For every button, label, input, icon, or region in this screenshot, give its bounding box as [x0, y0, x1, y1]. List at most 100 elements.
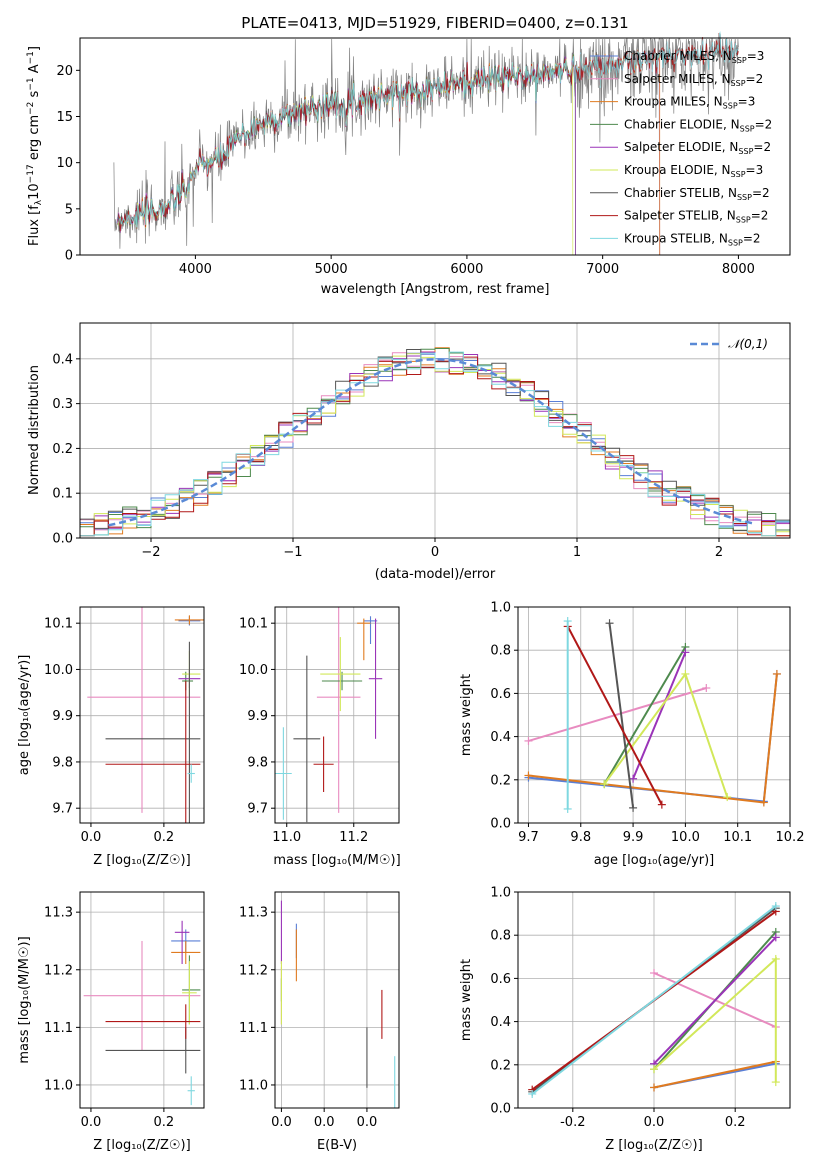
errorbar-point-chabrier-miles	[363, 616, 378, 645]
y-tick-label: 11.3	[239, 906, 268, 921]
legend-label-chabrier-elodie: Chabrier ELODIE, NSSP=2	[624, 117, 772, 133]
y-tick-label: 1.0	[490, 601, 511, 616]
mass-vs-ebv-xlabel: E(B-V)	[317, 1138, 357, 1153]
errorbar-point-salpeter-stelib	[313, 736, 334, 793]
errorbar-point-salpeter-miles	[316, 607, 361, 813]
age-vs-mass-panel: 11.0 11.2 9.7 9.8 9.9 10.0 10.1 mass [log₁₀(M/…	[239, 606, 401, 868]
x-tick-label: 0.2	[154, 830, 175, 845]
residuals-panel: −2 −1 0 1 2 0.0 0.1 0.2 0.3 0.4 (data-model)/erro…	[27, 322, 791, 582]
legend-label-chabrier-miles: Chabrier MILES, NSSP=3	[624, 49, 764, 65]
errorbar-point-salpeter-miles	[83, 940, 201, 1051]
weight-series-kroupa-miles	[650, 1057, 780, 1092]
y-tick-label: 0.3	[52, 397, 73, 412]
normal-reference-curve	[108, 358, 755, 527]
age-vs-mass-axes-frame	[274, 606, 400, 824]
x-tick-label: −2	[141, 545, 160, 560]
y-tick-label: 10.0	[239, 663, 268, 678]
x-tick-label: 4000	[179, 262, 212, 277]
y-tick-label: 11.1	[44, 1021, 73, 1036]
spectrum-ylabel: Flux [fλ10−17 erg cm−2 s−1 A−1]	[26, 46, 44, 246]
x-tick-label: 0.0	[357, 1115, 378, 1130]
y-tick-label: 10.1	[239, 617, 268, 632]
errorbar-point-salpeter-miles	[87, 607, 201, 813]
y-tick-label: 0.2	[490, 773, 511, 788]
model-spectrum-chabrier-stelib	[117, 33, 739, 233]
y-tick-label: 11.2	[44, 963, 73, 978]
x-tick-label: -0.2	[560, 1115, 585, 1130]
y-tick-label: 0.0	[490, 1102, 511, 1117]
errorbar-point-kroupa-miles	[171, 940, 201, 964]
residual-histogram-kroupa-stelib	[79, 351, 790, 538]
errorbar-point-kroupa-stelib	[187, 764, 195, 783]
y-tick-label: 20	[56, 64, 73, 79]
x-tick-label: 0	[431, 545, 439, 560]
weight-vs-age-xlabel: age [log₁₀(age/yr)]	[594, 853, 715, 868]
x-tick-label: 11.0	[272, 830, 301, 845]
errorbar-point-kroupa-elodie	[182, 650, 201, 698]
weight-series-chabrier-stelib	[605, 619, 638, 812]
x-tick-label: 10.0	[671, 830, 700, 845]
mass-vs-z-ylabel: mass [log₁₀(M/M☉)]	[17, 936, 32, 1063]
age-vs-z-axes-frame	[79, 606, 205, 824]
errorbar-point-salpeter-stelib	[105, 1004, 201, 1039]
mass-vs-z-xlabel: Z [log₁₀(Z/Z☉)]	[93, 1138, 190, 1153]
weight-series-kroupa-stelib	[563, 617, 572, 813]
model-spectrum-kroupa-stelib	[118, 31, 739, 228]
legend-label-kroupa-miles: Kroupa MILES, NSSP=3	[624, 95, 755, 111]
y-tick-label: 5	[65, 202, 73, 217]
y-tick-label: 0.1	[52, 487, 73, 502]
errorbar-point-chabrier-elodie	[321, 671, 363, 691]
y-tick-label: 0.2	[490, 1058, 511, 1073]
x-tick-label: 11.2	[339, 830, 368, 845]
x-tick-label: 6000	[450, 262, 483, 277]
x-tick-label: 9.9	[623, 830, 644, 845]
y-tick-label: 10	[56, 156, 73, 171]
y-tick-label: 0.6	[490, 687, 511, 702]
age-vs-z-xlabel: Z [log₁₀(Z/Z☉)]	[93, 853, 190, 868]
weight-vs-age-ylabel: mass weight	[459, 674, 474, 756]
y-tick-label: 9.7	[247, 802, 268, 817]
y-tick-label: 10.1	[44, 617, 73, 632]
x-tick-label: 7000	[586, 262, 619, 277]
errorbar-point-kroupa-stelib	[275, 727, 292, 820]
x-tick-label: 0.2	[154, 1115, 175, 1130]
x-tick-label: 9.7	[518, 830, 539, 845]
x-tick-label: 0.0	[81, 1115, 102, 1130]
y-tick-label: 11.0	[239, 1078, 268, 1093]
x-tick-label: 0.2	[725, 1115, 746, 1130]
spectrum-xlabel: wavelength [Angstrom, rest frame]	[321, 282, 550, 297]
weight-series-kroupa-stelib	[528, 902, 780, 1098]
legend-label-salpeter-miles: Salpeter MILES, NSSP=2	[624, 72, 763, 88]
x-tick-label: 9.8	[570, 830, 591, 845]
y-tick-label: 9.9	[247, 709, 268, 724]
weight-vs-z-xlabel: Z [log₁₀(Z/Z☉)]	[605, 1138, 702, 1153]
y-tick-label: 10.0	[44, 663, 73, 678]
observed-spectrum-line	[113, 37, 739, 249]
errorbar-point-kroupa-elodie	[320, 637, 361, 712]
legend-label-salpeter-elodie: Salpeter ELODIE, NSSP=2	[624, 140, 771, 156]
y-tick-label: 0.4	[490, 1015, 511, 1030]
y-tick-label: 0.0	[52, 532, 73, 547]
weight-series-salpeter-miles	[524, 684, 711, 745]
y-tick-label: 0.0	[490, 817, 511, 832]
legend-label-chabrier-stelib: Chabrier STELIB, NSSP=2	[624, 186, 770, 202]
y-tick-label: 9.8	[247, 755, 268, 770]
residuals-legend: 𝒩(0,1)	[690, 337, 768, 351]
residuals-ylabel: Normed distribution	[27, 365, 42, 495]
y-tick-label: 0.4	[490, 730, 511, 745]
x-tick-label: 5000	[315, 262, 348, 277]
y-tick-label: 0.4	[52, 352, 73, 367]
y-tick-label: 1.0	[490, 886, 511, 901]
weight-series-chabrier-miles	[524, 669, 781, 806]
spectrum-panel: 4000 5000 6000 7000 8000 0 5 10 15 20 wavelength …	[26, 31, 791, 297]
weight-vs-age-panel: 9.7 9.8 9.9 10.0 10.1 10.20.00.20.40.60.81.0 …	[459, 601, 804, 869]
errorbar-point-kroupa-miles	[174, 615, 204, 625]
x-tick-label: 1	[573, 545, 581, 560]
mass-vs-z-panel: 0.0 0.2 11.0 11.1 11.2 11.3 Z [log₁₀(Z/Z☉)] m…	[17, 891, 205, 1153]
errorbar-point-salpeter-stelib	[105, 681, 201, 823]
errorbar-point-chabrier-stelib	[105, 641, 201, 823]
age-vs-mass-xlabel: mass [log₁₀(M/M☉)]	[273, 853, 400, 868]
legend-label-kroupa-stelib: Kroupa STELIB, NSSP=2	[624, 231, 761, 247]
x-tick-label: 10.2	[776, 830, 805, 845]
